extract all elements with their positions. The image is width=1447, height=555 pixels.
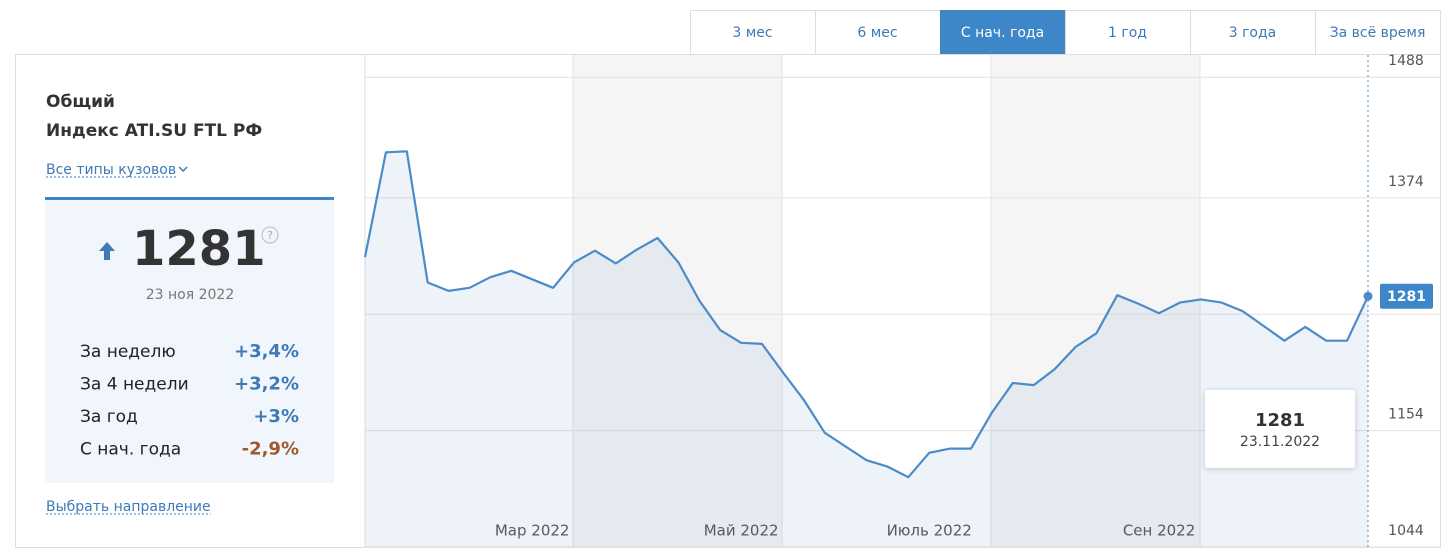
up-arrow: [99, 242, 115, 260]
stat-value: +3,4%: [234, 341, 299, 362]
x-tick-label: Май 2022: [704, 522, 779, 540]
x-tick-label: Июль 2022: [887, 522, 972, 540]
panel-subtitle: Индекс ATI.SU FTL РФ: [46, 121, 262, 141]
band: [573, 55, 782, 547]
tab-label: 6 мес: [857, 25, 897, 41]
stat-value: +3%: [253, 406, 299, 427]
stat-value: +3,2%: [234, 374, 299, 395]
panel-title: Общий: [46, 92, 115, 112]
stat-label: За неделю: [80, 342, 176, 362]
direction-link[interactable]: Выбрать направление: [46, 499, 211, 515]
area: [365, 151, 1368, 548]
y-tick-label: 1374: [1388, 174, 1424, 190]
last-point: [1363, 291, 1373, 301]
current-date: 23 ноя 2022: [146, 287, 234, 303]
x-tick-label: Мар 2022: [495, 522, 570, 540]
value-badge: [1380, 283, 1433, 309]
stat-value: -2,9%: [242, 439, 299, 460]
summary-bar: [45, 197, 334, 200]
stat-label: С нач. года: [80, 440, 181, 460]
y-tick-label: 1154: [1388, 407, 1424, 423]
tab[interactable]: [1065, 10, 1191, 55]
help-mark: ?: [267, 229, 273, 242]
current-value: 1281: [132, 221, 266, 277]
summary-box: [45, 197, 334, 483]
tab[interactable]: [690, 10, 816, 55]
x-tick-label: Сен 2022: [1123, 522, 1195, 540]
y-tick-label: 1488: [1388, 53, 1424, 69]
stat-label: За год: [80, 407, 138, 427]
tab-label: С нач. года: [961, 25, 1044, 41]
help-icon[interactable]: [261, 226, 279, 244]
tab[interactable]: [815, 10, 941, 55]
chevron: [178, 166, 188, 173]
line: [363, 150, 1369, 479]
tooltip-value: 1281: [1255, 410, 1305, 431]
filter-link[interactable]: Все типы кузовов: [46, 162, 176, 178]
y-tick-label: 1044: [1388, 523, 1424, 539]
stat-label: За 4 недели: [80, 375, 189, 395]
tooltip: [1205, 390, 1355, 468]
tab-label: 3 мес: [732, 25, 772, 41]
band: [991, 55, 1200, 547]
tab[interactable]: [940, 10, 1066, 55]
tab-label: За всё время: [1330, 25, 1426, 41]
value-badge-label: 1281: [1387, 289, 1426, 305]
tooltip-date: 23.11.2022: [1240, 434, 1320, 450]
tab[interactable]: [1315, 10, 1441, 55]
tab-label: 3 года: [1229, 25, 1277, 41]
tab-label: 1 год: [1108, 25, 1147, 41]
